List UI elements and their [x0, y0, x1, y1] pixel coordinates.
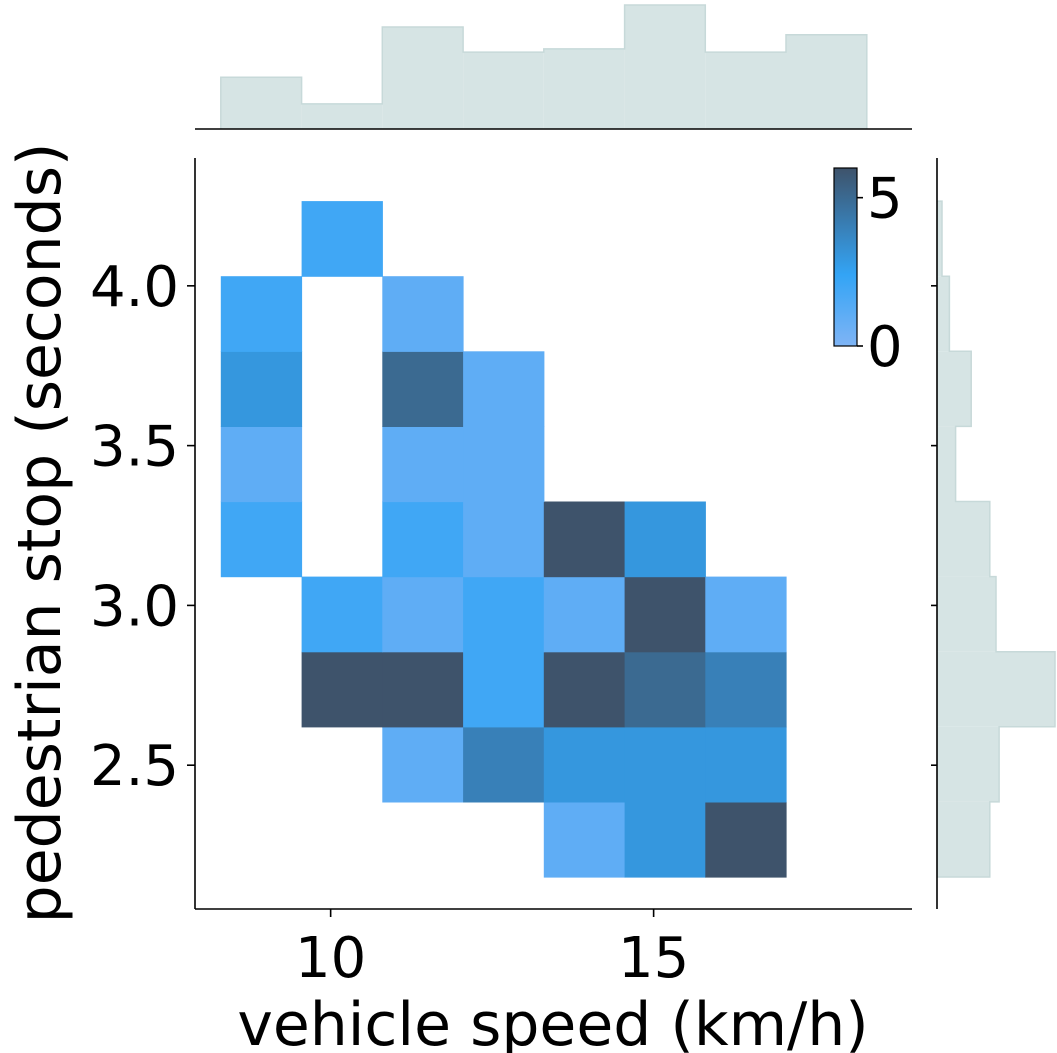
heatmap-cell	[382, 651, 464, 728]
x-marginal-outline	[220, 4, 868, 129]
y-marginal-bar	[937, 801, 990, 877]
heatmap-cell	[624, 726, 706, 803]
heatmap-cell	[220, 276, 303, 352]
y-marginal-bar	[937, 351, 972, 427]
y-tick-label: 2.5	[90, 734, 179, 799]
x-marginal-histogram	[195, 4, 912, 130]
heatmap-cell	[220, 426, 303, 503]
heatmap-cell	[382, 726, 464, 803]
heatmap-cell	[301, 651, 383, 728]
heatmap-cell	[220, 501, 303, 578]
heatmap-cell	[624, 576, 706, 653]
y-tick-label: 3.0	[90, 574, 179, 639]
heatmap-cell	[705, 651, 787, 728]
heatmap-cell	[382, 501, 464, 578]
colorbar-tick-label: 0	[867, 315, 903, 380]
y-tick-label: 3.5	[90, 415, 179, 480]
y-marginal-bar	[937, 726, 1000, 802]
heatmap-cell	[543, 576, 626, 653]
heatmap-cell	[382, 276, 464, 352]
heatmap-cell	[220, 351, 303, 427]
heatmap-cells	[220, 201, 787, 878]
x-marginal-bar	[705, 52, 786, 129]
y-marginal-histogram	[931, 158, 1056, 909]
heatmap-cell	[624, 651, 706, 728]
y-marginal-bar	[937, 276, 950, 352]
y-marginal-bar	[937, 576, 996, 652]
heatmap-cell	[624, 801, 706, 878]
heatmap-cell	[543, 801, 626, 878]
x-marginal-bar	[382, 27, 463, 129]
x-axis-label: vehicle speed (km/h)	[237, 990, 868, 1053]
heatmap-cell	[301, 576, 383, 653]
colorbar: 05	[833, 167, 903, 380]
heatmap-cell	[463, 651, 545, 728]
heatmap-cell	[463, 426, 545, 503]
x-marginal-bar	[220, 77, 302, 129]
x-marginal-bar	[624, 5, 706, 129]
heatmap-cell	[463, 351, 545, 427]
heatmap-cell	[301, 201, 383, 277]
heatmap-cell	[382, 351, 464, 427]
y-marginal-bar	[937, 651, 1055, 727]
heatmap-cell	[543, 651, 626, 728]
x-axis-ticks: 10 15	[295, 909, 689, 991]
heatmap-cell	[705, 726, 787, 803]
x-marginal-bar	[543, 48, 625, 129]
heatmap-cell	[463, 576, 545, 653]
heatmap-cell	[382, 426, 464, 503]
y-marginal-bar	[937, 501, 990, 577]
x-marginal-bar	[786, 34, 867, 129]
x-tick-label: 10	[295, 926, 366, 991]
x-marginal-bar	[463, 52, 544, 129]
x-marginal-bar	[301, 103, 383, 129]
y-axis-ticks: 2.5 3.0 3.5 4.0	[90, 255, 195, 799]
x-tick-label: 15	[618, 926, 689, 991]
heatmap-cell	[463, 501, 545, 578]
heatmap-cell	[705, 576, 787, 653]
heatmap-cell	[705, 801, 787, 878]
heatmap-cell	[624, 501, 706, 578]
heatmap-cell	[543, 726, 626, 803]
heatmap-cell	[463, 726, 545, 803]
y-marginal-outline	[937, 200, 1056, 878]
y-marginal-bar	[937, 201, 942, 277]
colorbar-tick-label: 5	[867, 167, 903, 232]
heatmap-cell	[382, 576, 464, 653]
y-tick-label: 4.0	[90, 255, 179, 320]
heatmap-cell	[543, 501, 626, 578]
axes-spines	[194, 158, 912, 910]
y-axis-label: pedestrian stop (seconds)	[5, 143, 75, 924]
y-marginal-bar	[937, 426, 956, 502]
colorbar-gradient	[833, 167, 858, 347]
